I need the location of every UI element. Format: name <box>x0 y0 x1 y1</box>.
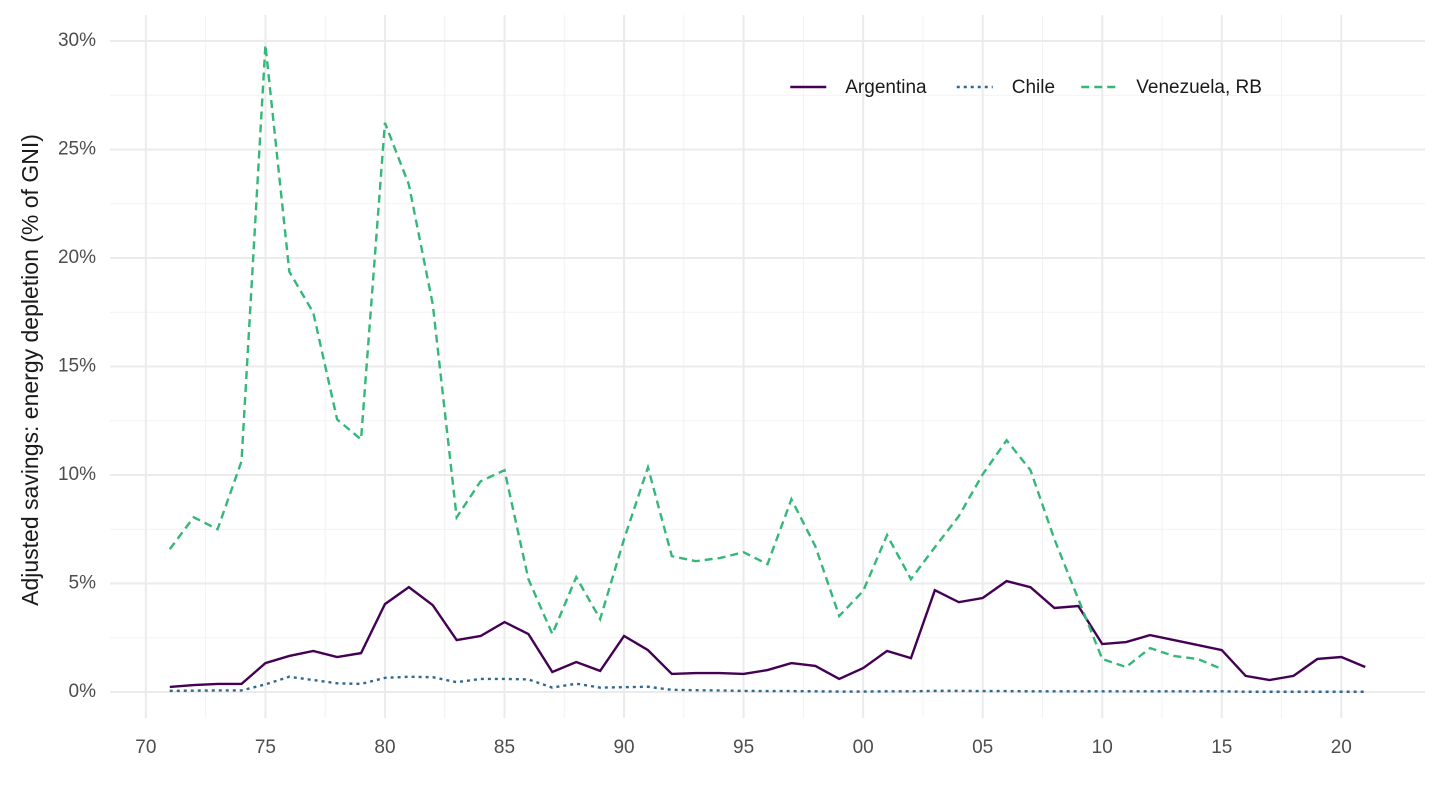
x-tick-label: 95 <box>733 737 754 758</box>
y-tick-label: 30% <box>58 30 96 51</box>
grid <box>110 15 1425 718</box>
y-tick-label: 20% <box>58 247 96 268</box>
series-line <box>168 44 1223 671</box>
legend-label: Argentina <box>845 77 927 98</box>
x-tick-label: 15 <box>1211 737 1232 758</box>
legend: Argentina Chile Venezuela, RB <box>790 77 1262 98</box>
x-tick-label: 85 <box>494 737 515 758</box>
y-axis-title: Adjusted savings: energy depletion (% of… <box>17 134 43 606</box>
y-tick-label: 5% <box>69 572 97 593</box>
legend-label: Venezuela, RB <box>1136 77 1262 98</box>
series-line <box>169 579 1366 689</box>
x-tick-label: 70 <box>135 737 156 758</box>
y-tick-label: 15% <box>58 356 96 377</box>
x-tick-label: 80 <box>374 737 395 758</box>
x-tick-label: 20 <box>1331 737 1352 758</box>
x-tick-label: 10 <box>1092 737 1113 758</box>
x-tick-label: 75 <box>255 737 276 758</box>
y-tick-label: 10% <box>58 464 96 485</box>
y-tick-label: 25% <box>58 139 96 160</box>
x-tick-label: 90 <box>613 737 634 758</box>
series-line <box>169 675 1366 693</box>
x-tick-label: 00 <box>853 737 874 758</box>
y-tick-label: 0% <box>69 681 97 702</box>
x-tick-label: 05 <box>972 737 993 758</box>
legend-label: Chile <box>1012 77 1055 98</box>
